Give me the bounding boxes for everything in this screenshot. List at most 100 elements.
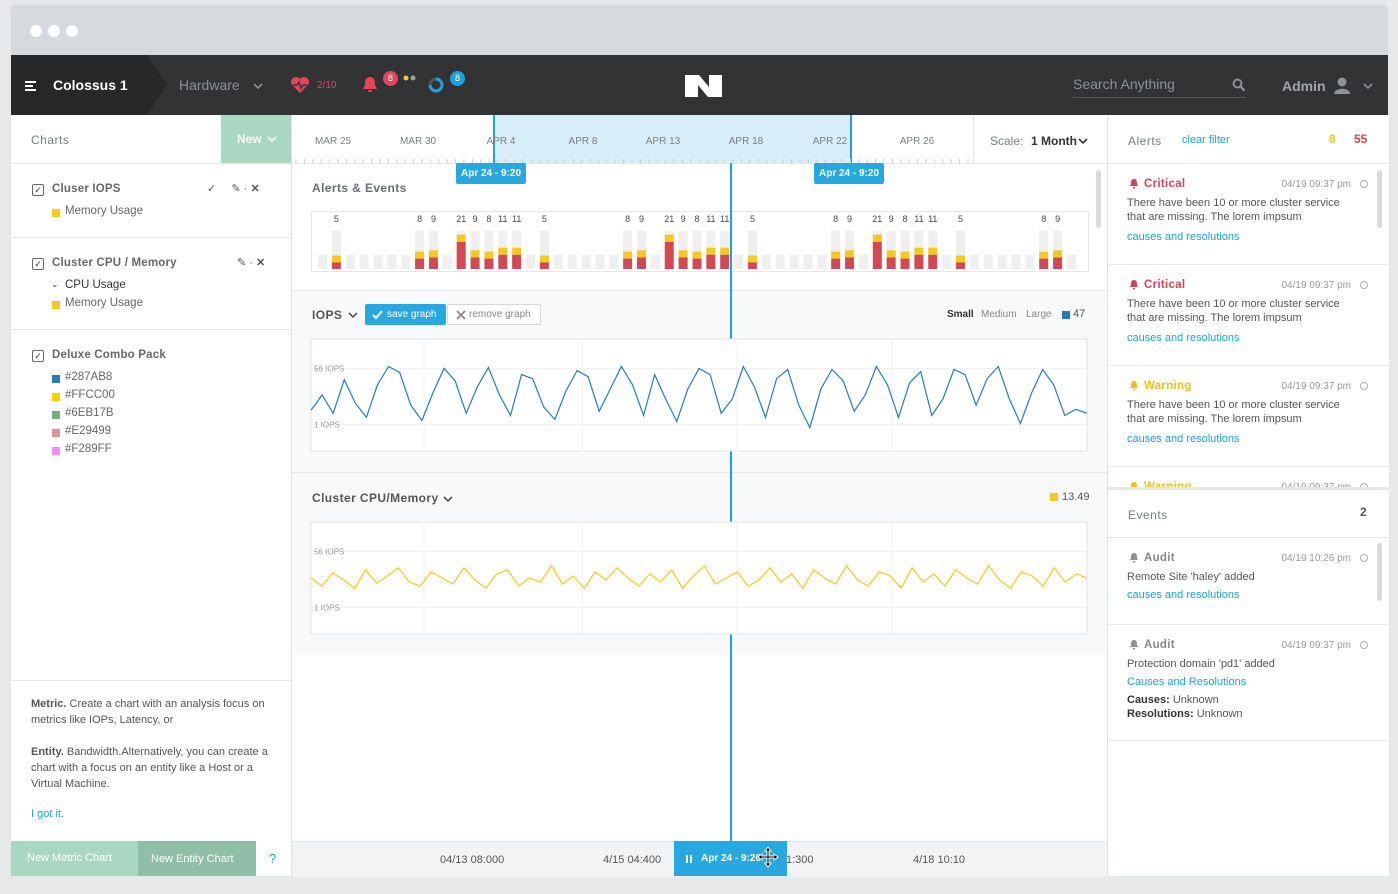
warning-count[interactable]: 8 [1329, 132, 1336, 146]
timeline-date: APR 13 [645, 136, 681, 147]
size-option[interactable]: Medium [981, 309, 1017, 320]
remove-graph-label[interactable]: remove graph [469, 309, 531, 320]
causes-value: Unknown [1172, 694, 1219, 706]
series-swatch [52, 209, 60, 217]
event-link[interactable]: Causes and Resolutions [1127, 676, 1247, 688]
tasks-icon[interactable] [427, 76, 445, 94]
expand-caret[interactable]: ⌄ [51, 279, 59, 289]
empty-area [292, 656, 1107, 841]
series-label[interactable]: #F289FF [65, 443, 112, 455]
search-input[interactable]: Search Anything [1073, 76, 1175, 92]
chart-item-title[interactable]: Deluxe Combo Pack [52, 349, 166, 361]
event-link[interactable]: causes and resolutions [1127, 589, 1240, 601]
scale-value[interactable]: 1 Month [1031, 134, 1077, 148]
alert-level[interactable]: Critical [1144, 178, 1186, 190]
event-divider [1108, 624, 1389, 625]
selection-edge[interactable] [850, 115, 852, 163]
events-scrollbar[interactable] [1377, 543, 1382, 601]
new-button[interactable] [221, 115, 291, 163]
new-entity-label[interactable]: New Entity Chart [151, 853, 234, 865]
alert-time: 04/19 09:37 pm [1281, 280, 1352, 291]
alert-divider [1108, 365, 1389, 366]
new-entity-button[interactable] [138, 841, 256, 876]
chart-item-title[interactable]: Cluser IOPS [52, 183, 121, 195]
hardware-menu[interactable]: Hardware [179, 77, 240, 93]
clear-filter[interactable]: clear filter [1182, 134, 1230, 146]
scrubber-current[interactable]: Apr 24 - 9:20 [701, 853, 762, 864]
pause-icon[interactable] [686, 855, 692, 863]
time-marker[interactable] [814, 163, 884, 184]
time-marker-label[interactable]: Apr 24 - 9:20 [818, 168, 880, 179]
status-dots [403, 75, 416, 81]
series-label[interactable]: CPU Usage [65, 279, 126, 291]
health-icon[interactable] [290, 76, 310, 94]
checkbox[interactable]: ✓ [32, 258, 44, 270]
alerts-list: Critical 04/19 09:37 pm There have been 10… [1108, 164, 1389, 487]
health-score[interactable]: 2/10 [317, 80, 337, 91]
new-metric-button[interactable] [11, 841, 138, 876]
series-label[interactable]: #287AB8 [65, 371, 113, 383]
size-option[interactable]: Large [1026, 309, 1052, 320]
series-label[interactable]: #6EB17B [65, 407, 114, 419]
series-swatch [52, 375, 60, 383]
save-graph-label[interactable]: save graph [387, 309, 437, 320]
bell-shape [1130, 553, 1138, 563]
save-graph-button[interactable] [365, 304, 446, 325]
logo [685, 75, 722, 97]
alerts-icon[interactable] [361, 76, 379, 94]
alert-link[interactable]: causes and resolutions [1127, 433, 1240, 445]
checkbox[interactable]: ✓ [32, 350, 44, 362]
alerts-badge[interactable]: 8 [383, 71, 398, 86]
critical-count[interactable]: 55 [1354, 132, 1368, 146]
iops-title[interactable]: IOPS [312, 308, 343, 322]
title-bar [11, 5, 1388, 55]
help-entity-text: Bandwidth.Alternatively, you can create … [31, 746, 268, 790]
item-actions[interactable]: ✓ ✎ · ✕ [207, 183, 260, 195]
dismiss-link[interactable]: I got it. [31, 808, 65, 820]
user-menu[interactable]: Admin [1282, 78, 1326, 94]
checkbox[interactable]: ✓ [32, 184, 44, 196]
remove-graph-button[interactable] [447, 304, 541, 325]
event-type: Audit [1144, 552, 1175, 564]
alert-time: 04/19 09:37 pm [1276, 482, 1352, 487]
scrubber-label: 04/13 08:000 [440, 854, 505, 866]
event-text: Remote Site 'haley' added [1127, 571, 1255, 583]
alert-link[interactable]: causes and resolutions [1127, 332, 1240, 344]
playhead[interactable] [730, 163, 732, 841]
alert-level[interactable]: Critical [1144, 279, 1186, 291]
series-label[interactable]: Memory Usage [65, 297, 143, 309]
cluster-block[interactable] [11, 55, 167, 115]
alert-level[interactable]: Warning [1144, 380, 1192, 392]
scrollbar[interactable] [1096, 170, 1101, 228]
alert-level[interactable]: Warning [1144, 481, 1192, 487]
alert-time: 04/19 09:37 pm [1281, 381, 1352, 392]
clock-icon [1360, 281, 1368, 289]
cluster-name[interactable]: Colossus 1 [53, 77, 128, 93]
user-icon[interactable] [1333, 76, 1351, 94]
alerts-scrollbar[interactable] [1377, 170, 1382, 228]
cpu-title[interactable]: Cluster CPU/Memory [312, 491, 439, 505]
help-button[interactable]: ? [269, 851, 277, 866]
timeline-selection[interactable] [494, 115, 851, 163]
search-icon[interactable] [1232, 78, 1246, 92]
new-metric-label[interactable]: New Metric Chart [27, 852, 112, 864]
series-label[interactable]: Memory Usage [65, 205, 143, 217]
scale-box [973, 115, 1108, 163]
new-button-label[interactable]: New [237, 132, 262, 146]
menu-icon[interactable] [25, 80, 39, 92]
time-marker-label[interactable]: Apr 24 - 9:20 [460, 168, 522, 179]
item-actions[interactable]: ✎ · ✕ [237, 257, 266, 269]
selection-edge[interactable] [493, 115, 495, 163]
caret [1078, 138, 1088, 145]
clock-icon [1360, 554, 1368, 562]
alert-divider [1108, 264, 1389, 265]
time-marker[interactable] [456, 163, 526, 184]
series-label[interactable]: #FFCC00 [65, 389, 115, 401]
resolutions-value: Unknown [1196, 708, 1243, 720]
size-option[interactable]: Small [947, 309, 974, 320]
alert-link[interactable]: causes and resolutions [1127, 231, 1240, 243]
help-entity-label: Entity. [31, 746, 64, 758]
series-label[interactable]: #E29499 [65, 425, 112, 437]
tasks-badge[interactable]: 8 [450, 71, 465, 86]
chart-item-title[interactable]: Cluster CPU / Memory [52, 257, 177, 269]
